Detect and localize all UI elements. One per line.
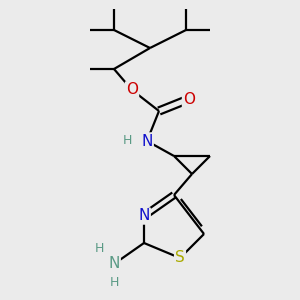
- Text: O: O: [126, 82, 138, 98]
- Text: N: N: [108, 256, 120, 272]
- Text: N: N: [138, 208, 150, 224]
- Text: S: S: [175, 250, 185, 266]
- Text: H: H: [123, 134, 132, 147]
- Text: H: H: [109, 275, 119, 289]
- Text: H: H: [94, 242, 104, 256]
- Text: O: O: [183, 92, 195, 106]
- Text: N: N: [141, 134, 153, 148]
